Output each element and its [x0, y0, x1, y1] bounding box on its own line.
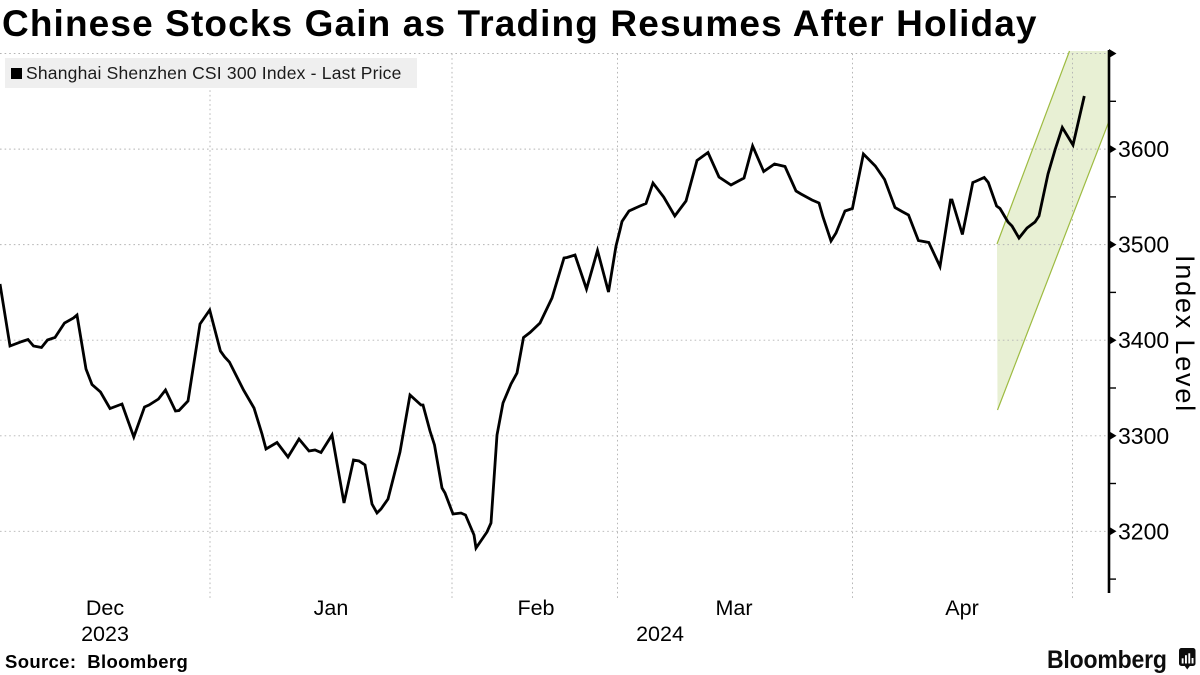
svg-text:3500: 3500 — [1118, 232, 1169, 258]
svg-text:2024: 2024 — [636, 622, 684, 646]
svg-text:3600: 3600 — [1118, 136, 1169, 162]
svg-text:3200: 3200 — [1118, 518, 1169, 544]
svg-text:Index Level: Index Level — [1170, 255, 1200, 413]
svg-text:Feb: Feb — [517, 596, 554, 620]
svg-text:2023: 2023 — [81, 622, 129, 646]
svg-text:3300: 3300 — [1118, 423, 1169, 449]
svg-text:Jan: Jan — [314, 596, 349, 620]
svg-text:Dec: Dec — [86, 596, 124, 620]
svg-text:3400: 3400 — [1118, 327, 1169, 353]
svg-text:Apr: Apr — [945, 596, 978, 620]
svg-text:Mar: Mar — [715, 596, 752, 620]
